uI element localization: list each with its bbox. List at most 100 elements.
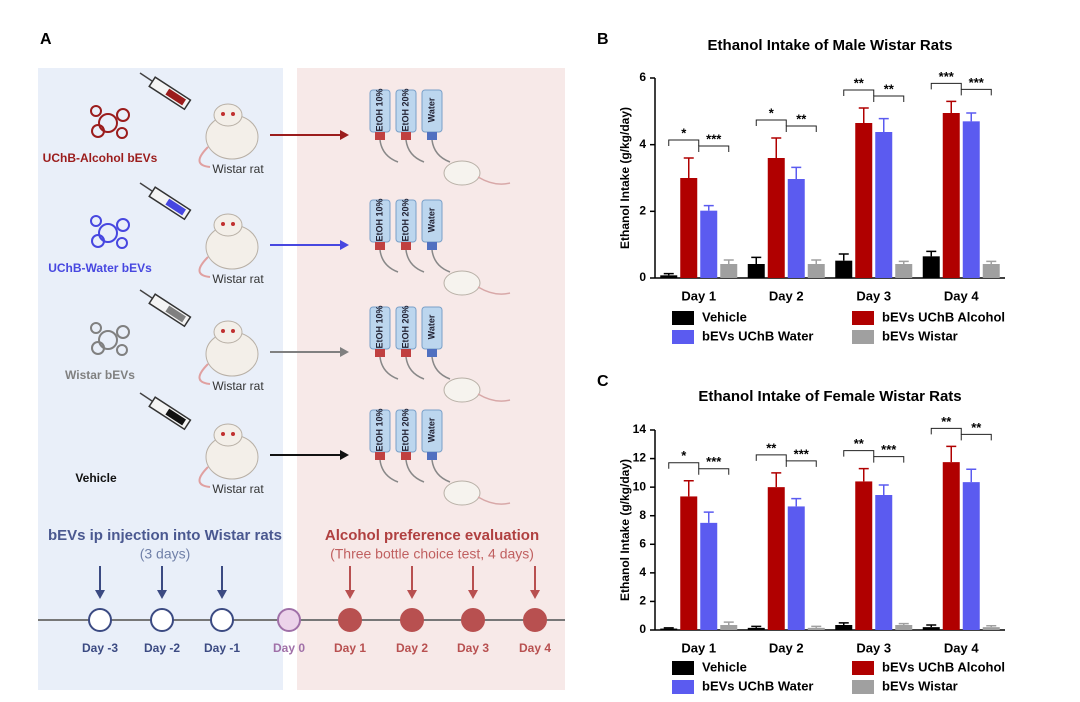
bar — [942, 113, 960, 278]
bar — [787, 179, 805, 278]
timeline-arrow-head — [407, 590, 417, 599]
bottle-cap — [401, 349, 411, 357]
x-tick-label: Day 2 — [769, 288, 804, 303]
bottle-tube — [431, 249, 451, 273]
timeline-label: Day 4 — [519, 641, 551, 655]
error-bar — [946, 100, 957, 113]
syringe-liquid — [165, 198, 186, 216]
bottle-tube — [379, 459, 399, 483]
legend-label: bEVs Wistar — [882, 678, 958, 693]
bottle-label: Water — [426, 207, 436, 232]
error-bar — [858, 107, 869, 123]
mouse-body — [443, 270, 481, 296]
bottle-cap — [401, 452, 411, 460]
significance-label: *** — [794, 446, 810, 461]
rat-head — [213, 103, 243, 127]
bar — [835, 625, 853, 630]
vesicle — [98, 113, 118, 133]
significance-label: ** — [884, 81, 895, 96]
syringe-liquid — [165, 88, 186, 106]
panel-label: A — [40, 31, 52, 48]
legend-label: Vehicle — [702, 659, 747, 674]
rat-eye — [221, 112, 225, 116]
bar — [962, 121, 980, 278]
y-tick-label: 8 — [639, 508, 646, 522]
significance-label: *** — [706, 131, 722, 146]
legend-swatch — [672, 680, 694, 694]
bottle-tube — [379, 139, 399, 163]
significance-bracket — [873, 456, 905, 463]
error-bar — [683, 157, 694, 178]
vesicle — [116, 218, 130, 232]
rat-head — [213, 320, 243, 344]
bottle-label: EtOH 10% — [374, 408, 384, 451]
significance-bracket — [785, 125, 817, 132]
bottle-cap — [427, 132, 437, 140]
error-bar — [663, 272, 674, 276]
bar — [875, 132, 893, 278]
bar — [720, 625, 738, 630]
arrow-head — [340, 347, 349, 357]
bar — [720, 264, 738, 278]
timeline-arrow-head — [95, 590, 105, 599]
group-label: UChB-Alcohol bEVs — [43, 151, 158, 165]
bar — [962, 482, 980, 630]
bottle-cap — [375, 242, 385, 250]
animal-label: Wistar rat — [212, 379, 264, 393]
error-bar — [966, 468, 977, 483]
bar — [660, 275, 678, 278]
y-tick-label: 2 — [639, 204, 646, 218]
rat-head — [213, 213, 243, 237]
timeline-node — [523, 608, 547, 632]
timeline-label: Day 3 — [457, 641, 489, 655]
timeline-node — [461, 608, 485, 632]
significance-label: * — [769, 105, 775, 120]
significance-label: *** — [881, 442, 897, 457]
animal-label: Wistar rat — [212, 272, 264, 286]
bar — [875, 495, 893, 630]
y-tick-label: 12 — [633, 451, 647, 465]
rat-eye — [221, 329, 225, 333]
evaluation-panel — [297, 68, 565, 690]
error-bar — [723, 259, 734, 264]
mouse-tail — [477, 286, 511, 295]
error-bar — [838, 622, 849, 625]
bar — [680, 178, 698, 278]
significance-bracket — [930, 427, 962, 435]
significance-label: ** — [766, 440, 777, 455]
mouse-body — [443, 160, 481, 186]
legend-swatch — [852, 680, 874, 694]
significance-label: *** — [969, 75, 985, 90]
bottle-tube — [431, 356, 451, 380]
bottle-label: EtOH 20% — [400, 408, 410, 451]
error-bar — [966, 112, 977, 122]
error-bar — [683, 479, 694, 497]
error-bar — [946, 445, 957, 463]
x-tick-label: Day 4 — [944, 640, 979, 655]
y-tick-label: 4 — [639, 565, 646, 579]
bottle-cap — [427, 452, 437, 460]
bottle-cap — [375, 349, 385, 357]
error-bar — [771, 472, 782, 488]
timeline-label: Day 2 — [396, 641, 428, 655]
bottle-cap — [375, 452, 385, 460]
rat-eye — [231, 112, 235, 116]
vesicle — [91, 341, 105, 355]
bottle-label: EtOH 20% — [400, 305, 410, 348]
y-tick-label: 0 — [639, 622, 646, 636]
timeline-node — [210, 608, 234, 632]
significance-label: ** — [796, 111, 807, 126]
error-bar — [791, 166, 802, 179]
bottle-cap — [401, 242, 411, 250]
bar — [747, 264, 765, 278]
bar — [922, 256, 940, 278]
error-bar — [703, 204, 714, 211]
significance-bracket — [960, 88, 992, 96]
bottle-tube — [405, 459, 425, 483]
error-bar — [723, 621, 734, 625]
y-tick-label: 2 — [639, 594, 646, 608]
error-bar — [926, 624, 937, 628]
rat-tail — [198, 363, 211, 385]
x-tick-label: Day 1 — [681, 640, 716, 655]
rat-tail — [198, 256, 211, 278]
